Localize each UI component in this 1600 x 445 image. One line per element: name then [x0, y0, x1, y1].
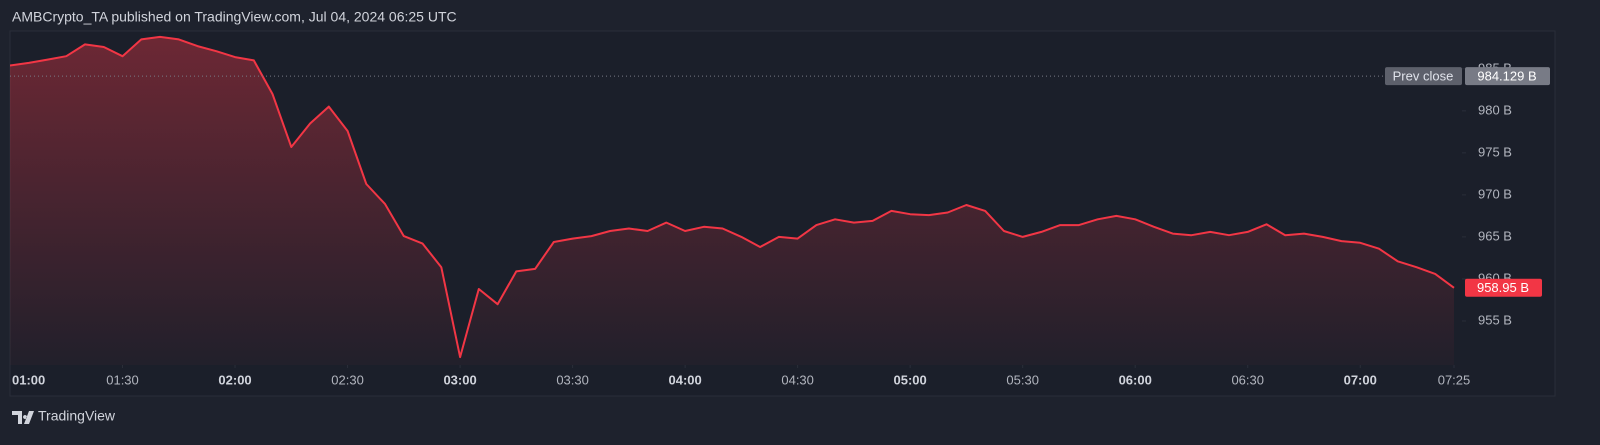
x-tick-label: 05:30: [1006, 372, 1039, 387]
chart-title: AMBCrypto_TA published on TradingView.co…: [12, 9, 457, 25]
last-value-tag: [1465, 278, 1542, 297]
x-tick-label: 01:30: [106, 372, 139, 387]
series: [10, 35, 1455, 365]
x-tick-label: 04:00: [668, 372, 701, 387]
x-tick-label: 02:30: [331, 372, 364, 387]
x-tick-label: 03:30: [556, 372, 589, 387]
branding: TradingView: [12, 408, 116, 424]
logo: [12, 411, 34, 424]
x-tick-label: 06:30: [1231, 372, 1264, 387]
x-tick-label: 03:00: [443, 372, 476, 387]
last-value-label: 958.95 B: [1477, 280, 1529, 295]
x-tick-label: 07:00: [1344, 372, 1377, 387]
prev-close-value: 984.129 B: [1477, 69, 1536, 84]
x-tick-label: 07:25: [1438, 372, 1471, 387]
y-tick-label: 970 B: [1478, 186, 1512, 201]
x-tick-label: 06:00: [1119, 372, 1152, 387]
prev-close-value-tag: [1465, 67, 1550, 86]
y-tick-label: 975 B: [1478, 144, 1512, 159]
x-tick-label: 01:00: [12, 372, 45, 387]
x-tick-label: 02:00: [218, 372, 251, 387]
y-tick-label: 980 B: [1478, 102, 1512, 117]
x-tick-label: 05:00: [894, 372, 927, 387]
y-tick-label: 965 B: [1478, 228, 1512, 243]
x-tick-label: 04:30: [781, 372, 814, 387]
price-line: [10, 35, 1455, 359]
prev-close-label: Prev close: [1393, 69, 1454, 84]
prev-close-tag: [1385, 67, 1462, 86]
brand-name: TradingView: [38, 408, 116, 424]
area-fill: [10, 36, 1454, 365]
y-tick-label: 955 B: [1478, 312, 1512, 327]
